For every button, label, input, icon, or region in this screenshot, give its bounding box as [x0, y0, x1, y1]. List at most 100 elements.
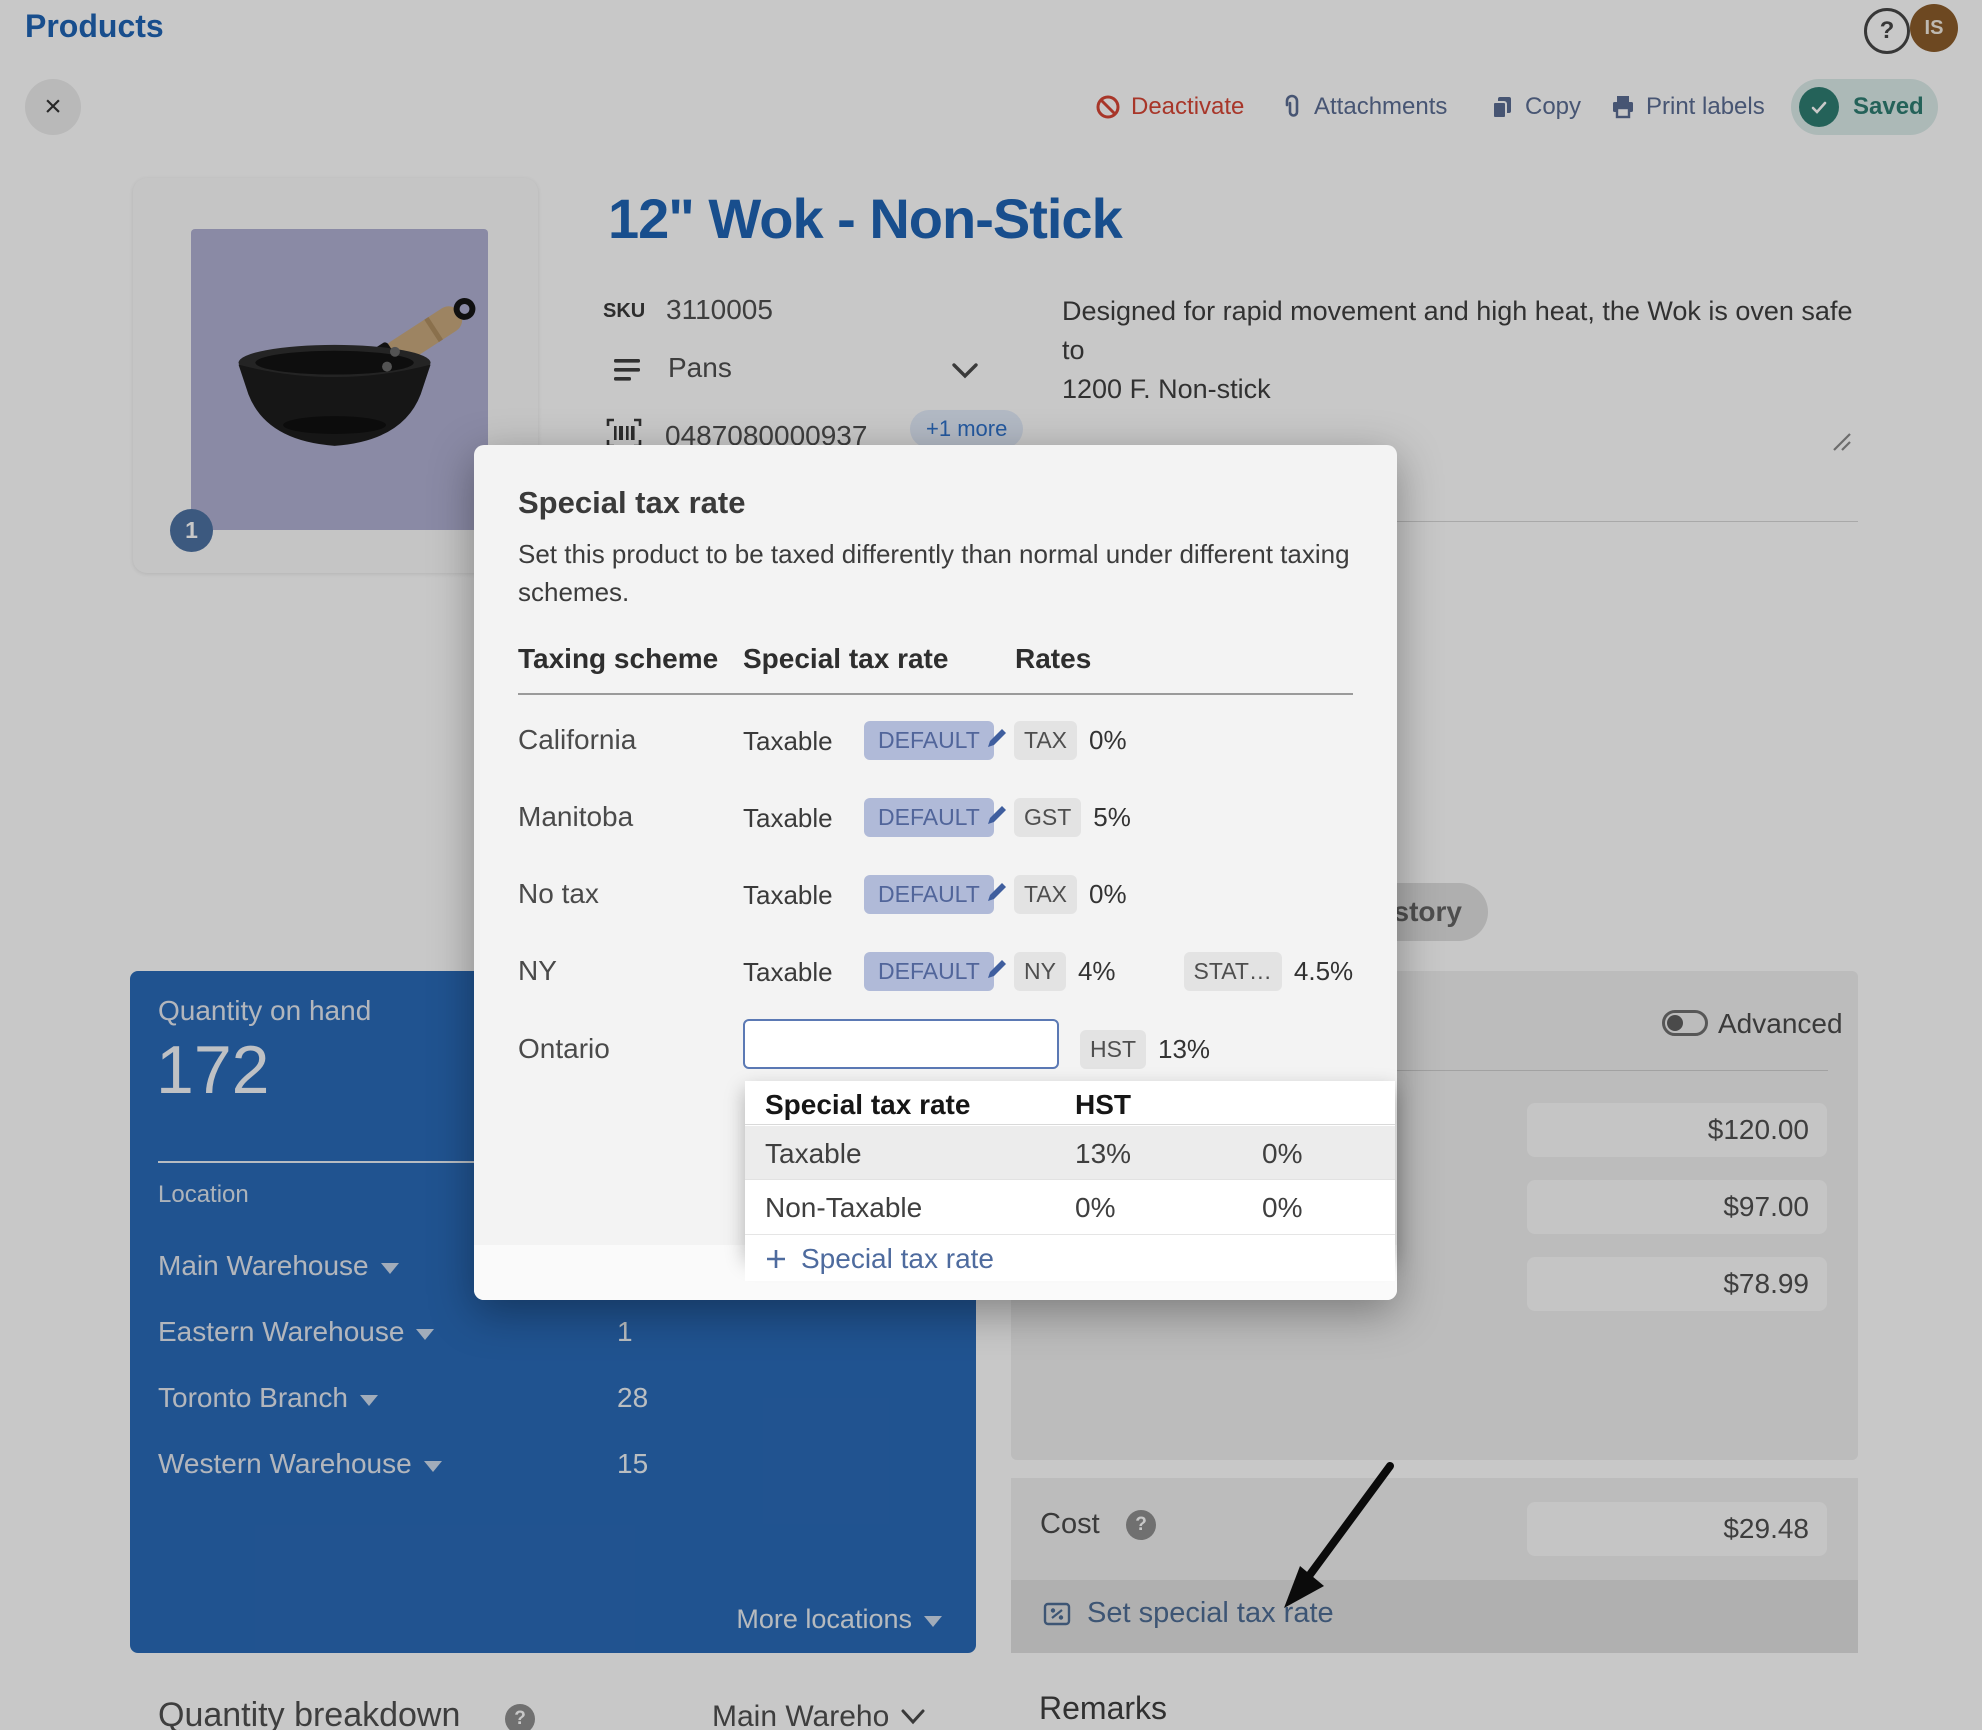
dropdown-col-name: Special tax rate [765, 1089, 971, 1120]
location-row-toronto[interactable]: Toronto Branch [158, 1382, 378, 1414]
rate-percent-2: 4.5% [1293, 956, 1354, 986]
special-tax-rate-input[interactable] [743, 1019, 1059, 1069]
price-field-1[interactable]: $120.00 [1527, 1103, 1827, 1157]
close-icon: × [44, 90, 62, 123]
rate-percent: 0% [1089, 879, 1127, 909]
remarks-heading: Remarks [1039, 1690, 1168, 1726]
printer-icon [1613, 96, 1633, 119]
add-special-tax-rate-label: Special tax rate [801, 1243, 994, 1274]
chevron-down-icon [416, 1328, 435, 1340]
product-image-card[interactable]: 1 [133, 178, 538, 573]
copy-label: Copy [1525, 93, 1582, 120]
product-title: 12" Wok - Non-Stick [608, 187, 1123, 250]
location-row-western[interactable]: Western Warehouse [158, 1448, 442, 1480]
more-locations-button[interactable]: More locations [736, 1604, 942, 1635]
question-glyph: ? [514, 1708, 526, 1729]
tax-row-manitoba: Manitoba Taxable DEFAULT GST 5% [518, 789, 1373, 845]
wok-image [238, 298, 476, 446]
advanced-label: Advanced [1718, 1008, 1843, 1039]
copy-button[interactable]: Copy [1489, 79, 1581, 135]
tax-row-california: California Taxable DEFAULT TAX 0% [518, 712, 1373, 768]
location-qty-eastern: 1 [617, 1316, 633, 1347]
ban-icon [1096, 95, 1120, 119]
rates-cell: NY 4% STAT… 4.5% [1014, 952, 1353, 991]
dropdown-option-non-taxable[interactable]: Non-Taxable 0% 0% [745, 1180, 1395, 1234]
quantity-total: 172 [156, 1032, 270, 1108]
rate-percent: 0% [1089, 725, 1127, 755]
tax-tag-icon [1043, 1602, 1071, 1625]
saved-label: Saved [1853, 93, 1924, 120]
column-taxing-scheme: Taxing scheme [518, 643, 719, 674]
dropdown-option-taxable[interactable]: Taxable 13% 0% [745, 1126, 1395, 1180]
location-name: Western Warehouse [158, 1448, 412, 1479]
advanced-toggle[interactable] [1662, 1010, 1708, 1036]
location-row-eastern[interactable]: Eastern Warehouse [158, 1316, 435, 1348]
category-chevron-icon[interactable] [948, 358, 982, 382]
cost-help-icon[interactable]: ? [1126, 1510, 1156, 1540]
default-badge[interactable]: DEFAULT [864, 875, 994, 914]
option-rate-2: 0% [1262, 1138, 1303, 1169]
description-line2: 1200 F. Non-stick [1062, 374, 1271, 404]
edit-icon[interactable] [984, 956, 1010, 982]
resize-handle-icon[interactable] [1828, 428, 1852, 452]
edit-icon[interactable] [984, 802, 1010, 828]
avatar[interactable]: IS [1910, 4, 1958, 52]
scheme-name: Manitoba [518, 801, 634, 832]
option-rate-2: 0% [1262, 1192, 1303, 1223]
category-value[interactable]: Pans [668, 352, 732, 383]
annotation-arrow [1284, 1462, 1394, 1608]
rate-code-badge: HST [1080, 1030, 1146, 1069]
question-glyph: ? [1135, 1514, 1147, 1535]
rate-code-badge: TAX [1014, 721, 1078, 760]
page-title: Products [25, 8, 164, 44]
product-description[interactable]: Designed for rapid movement and high hea… [1062, 292, 1862, 409]
rate-code-badge: GST [1014, 798, 1082, 837]
rates-cell: HST 13% [1080, 1030, 1210, 1069]
tax-row-ny: NY Taxable DEFAULT NY 4% STAT… 4.5% [518, 943, 1373, 999]
modal-description: Set this product to be taxed differently… [518, 535, 1368, 611]
special-tax-rate-dropdown: Special tax rate HST Taxable 13% 0% Non-… [745, 1081, 1395, 1281]
default-badge[interactable]: DEFAULT [864, 952, 994, 991]
chevron-down-icon [924, 1616, 942, 1627]
help-icon[interactable]: ? [1864, 8, 1910, 54]
chevron-down-icon [359, 1394, 378, 1406]
deactivate-button[interactable]: Deactivate [1095, 79, 1244, 135]
edit-icon[interactable] [984, 725, 1010, 751]
filter-chevron-icon[interactable] [898, 1706, 928, 1728]
rates-cell: TAX 0% [1014, 875, 1127, 914]
column-rates: Rates [1015, 643, 1092, 674]
location-row-main[interactable]: Main Warehouse [158, 1250, 399, 1282]
quantity-breakdown-help-icon[interactable]: ? [505, 1704, 535, 1730]
location-qty-toronto: 28 [617, 1382, 649, 1413]
saved-status: Saved [1791, 79, 1938, 135]
edit-icon[interactable] [984, 879, 1010, 905]
special-rate-value: Taxable [743, 957, 833, 987]
sku-value[interactable]: 3110005 [666, 294, 773, 325]
more-barcodes-badge[interactable]: +1 more [910, 410, 1024, 448]
price-field-3[interactable]: $78.99 [1527, 1257, 1827, 1311]
modal-description-line2: schemes. [518, 577, 630, 607]
close-button[interactable]: × [25, 79, 81, 135]
special-rate-value: Taxable [743, 726, 833, 756]
copy-icon [1492, 97, 1511, 119]
image-count-badge: 1 [170, 509, 213, 552]
dropdown-add-row[interactable]: Special tax rate [745, 1234, 1395, 1281]
tax-row-no-tax: No tax Taxable DEFAULT TAX 0% [518, 866, 1373, 922]
print-labels-button[interactable]: Print labels [1610, 79, 1765, 135]
default-badge[interactable]: DEFAULT [864, 721, 994, 760]
pricing-divider [1041, 1070, 1828, 1071]
sku-label: SKU [603, 300, 646, 322]
rate-code-badge-2: STAT… [1183, 952, 1282, 991]
scheme-name: California [518, 724, 637, 755]
add-special-tax-rate-button[interactable]: Special tax rate [765, 1243, 994, 1275]
rates-cell: TAX 0% [1014, 721, 1127, 760]
location-name: Toronto Branch [158, 1382, 348, 1413]
default-badge[interactable]: DEFAULT [864, 798, 994, 837]
attachments-button[interactable]: Attachments [1280, 79, 1447, 135]
location-qty-western: 15 [617, 1448, 649, 1479]
cost-label: Cost [1040, 1508, 1100, 1540]
cost-field[interactable]: $29.48 [1527, 1502, 1827, 1556]
breakdown-location-filter[interactable]: Main Wareho [712, 1700, 890, 1730]
price-field-2[interactable]: $97.00 [1527, 1180, 1827, 1234]
